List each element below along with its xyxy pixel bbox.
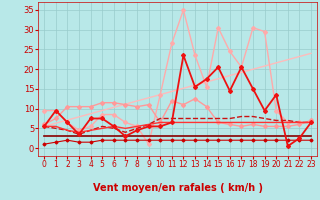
X-axis label: Vent moyen/en rafales ( km/h ): Vent moyen/en rafales ( km/h ) [92, 183, 263, 193]
